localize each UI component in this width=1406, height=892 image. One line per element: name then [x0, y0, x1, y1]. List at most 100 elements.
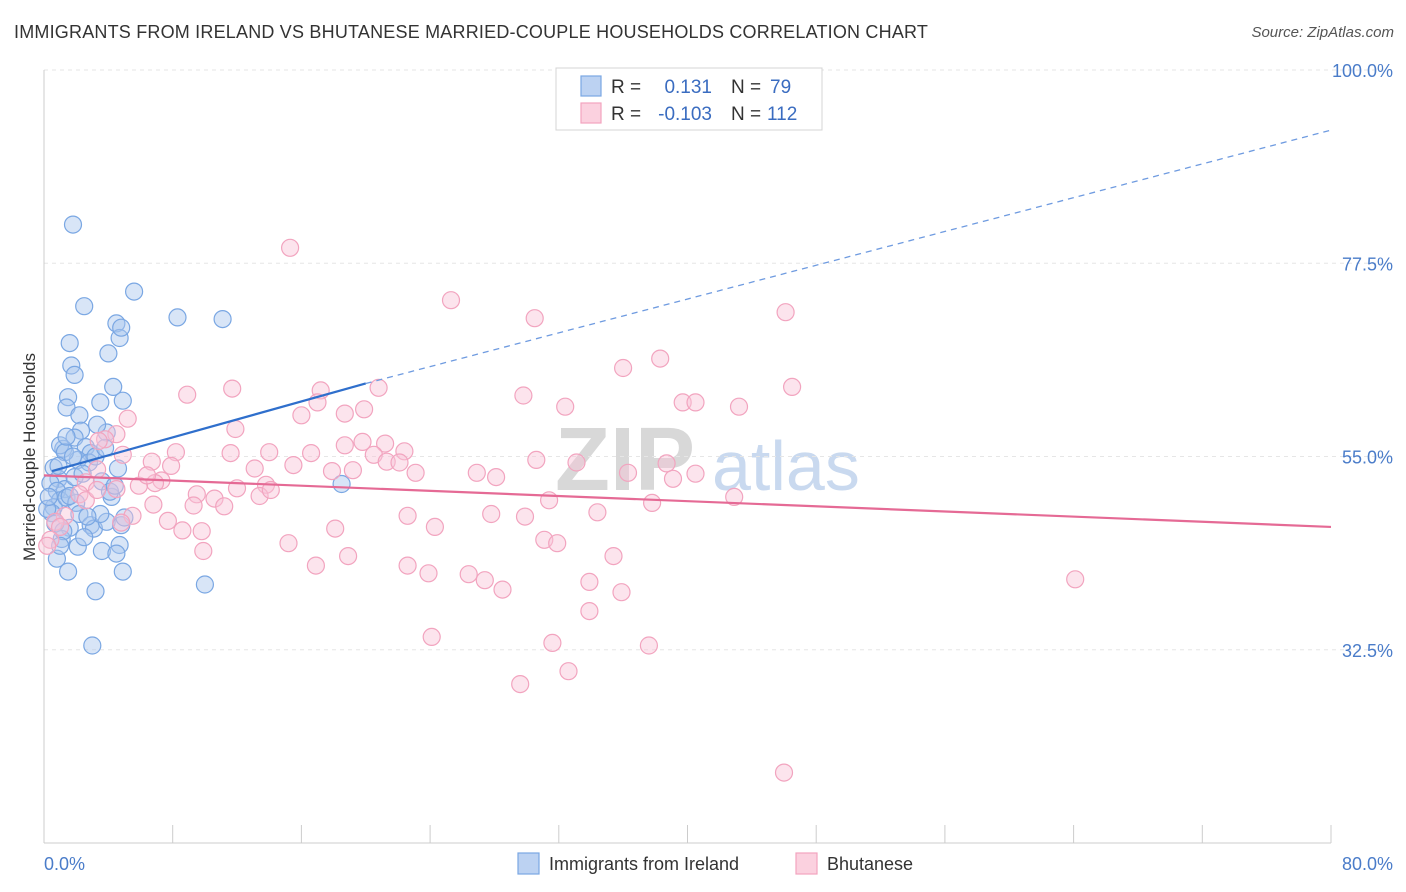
data-point-bhutanese	[226, 419, 245, 439]
data-point-ireland	[60, 334, 79, 353]
data-point-bhutanese	[184, 496, 203, 515]
data-point-ireland	[104, 377, 123, 396]
data-point-bhutanese	[467, 463, 486, 482]
y-tick-label: 77.5%	[1342, 254, 1393, 274]
data-point-ireland	[168, 308, 187, 327]
data-point-bhutanese	[475, 571, 494, 590]
data-point-ireland	[99, 344, 118, 363]
data-point-bhutanese	[657, 454, 676, 473]
data-point-bhutanese	[173, 521, 192, 540]
data-point-bhutanese	[322, 462, 342, 481]
data-point-bhutanese	[166, 443, 185, 462]
data-point-bhutanese	[339, 546, 358, 566]
data-point-ireland	[195, 575, 214, 594]
data-point-bhutanese	[142, 452, 161, 471]
data-point-bhutanese	[369, 378, 388, 397]
y-tick-label: 55.0%	[1342, 448, 1393, 468]
data-point-bhutanese	[279, 534, 298, 553]
data-point-ireland	[83, 636, 102, 655]
data-point-ireland	[108, 459, 128, 478]
data-point-bhutanese	[419, 564, 438, 583]
data-point-bhutanese	[686, 393, 705, 412]
data-point-bhutanese	[425, 517, 444, 537]
data-point-ireland	[78, 507, 97, 526]
data-point-ireland	[112, 318, 131, 337]
data-point-bhutanese	[335, 404, 354, 423]
bottom-legend-swatch-ireland	[517, 852, 540, 875]
legend-r-label-1: R =	[611, 77, 641, 98]
data-point-ireland	[213, 310, 232, 329]
data-point-bhutanese	[398, 556, 417, 575]
legend-r-value-2: -0.103	[658, 104, 712, 125]
data-point-bhutanese	[525, 309, 544, 328]
chart-title: IMMIGRANTS FROM IRELAND VS BHUTANESE MAR…	[14, 22, 929, 42]
legend-n-label-2: N =	[731, 104, 761, 125]
data-point-bhutanese	[559, 662, 578, 681]
data-point-bhutanese	[639, 636, 659, 655]
data-point-bhutanese	[118, 409, 137, 428]
data-point-bhutanese	[302, 444, 321, 463]
data-point-ireland	[75, 528, 94, 547]
data-point-bhutanese	[663, 469, 683, 488]
chart-source: Source: ZipAtlas.com	[1251, 24, 1394, 41]
data-point-ireland	[58, 562, 78, 581]
data-point-bhutanese	[158, 511, 177, 531]
data-point-bhutanese	[261, 480, 280, 500]
data-point-bhutanese	[223, 379, 242, 398]
data-point-bhutanese	[87, 480, 107, 500]
data-point-ireland	[113, 562, 132, 581]
data-point-bhutanese	[580, 601, 599, 621]
data-point-bhutanese	[548, 534, 567, 553]
y-axis-label: Married-couple Households	[20, 353, 39, 561]
data-point-bhutanese	[326, 519, 345, 538]
data-point-ireland	[86, 582, 105, 601]
data-point-bhutanese	[335, 436, 354, 455]
data-point-bhutanese	[50, 517, 70, 537]
data-point-bhutanese	[187, 485, 206, 504]
data-point-bhutanese	[306, 556, 325, 575]
data-point-bhutanese	[355, 400, 374, 419]
data-point-bhutanese	[487, 468, 506, 487]
x-tick-label-max: 80.0%	[1342, 854, 1393, 874]
data-point-bhutanese	[221, 444, 240, 463]
data-point-bhutanese	[284, 456, 303, 475]
data-point-bhutanese	[245, 459, 264, 478]
data-point-ireland	[63, 215, 83, 234]
legend-n-value-1: 79	[770, 77, 791, 98]
bottom-legend: Immigrants from Ireland Bhutanese	[517, 852, 913, 875]
data-point-bhutanese	[95, 430, 115, 449]
data-point-bhutanese	[215, 497, 234, 516]
data-point-bhutanese	[162, 456, 181, 475]
data-point-bhutanese	[673, 393, 692, 412]
bottom-legend-swatch-bhutanese	[795, 852, 818, 875]
data-point-ireland	[57, 427, 76, 446]
series-bhutanese-points	[38, 238, 1085, 782]
legend-swatch-ireland	[580, 75, 602, 97]
watermark-zip: ZIP	[555, 410, 695, 510]
data-point-bhutanese	[642, 493, 662, 512]
data-point-bhutanese	[107, 425, 126, 444]
data-point-bhutanese	[612, 583, 631, 602]
data-point-bhutanese	[89, 431, 108, 451]
data-point-bhutanese	[613, 358, 633, 378]
data-point-bhutanese	[776, 303, 795, 322]
data-point-bhutanese	[395, 442, 414, 461]
data-point-bhutanese	[604, 546, 623, 566]
data-point-bhutanese	[205, 489, 224, 508]
data-point-ireland	[70, 406, 89, 425]
data-point-bhutanese	[38, 536, 57, 555]
data-point-bhutanese	[406, 463, 425, 482]
data-point-bhutanese	[651, 349, 670, 368]
y-tick-label: 100.0%	[1332, 61, 1393, 81]
data-point-ireland	[62, 356, 81, 375]
data-point-bhutanese	[76, 491, 95, 510]
data-point-bhutanese	[390, 453, 409, 472]
legend-r-label-2: R =	[611, 104, 641, 125]
data-point-bhutanese	[250, 486, 269, 506]
data-point-bhutanese	[353, 432, 372, 451]
data-point-bhutanese	[422, 627, 441, 647]
data-point-bhutanese	[686, 464, 705, 483]
data-point-ireland	[107, 544, 126, 563]
